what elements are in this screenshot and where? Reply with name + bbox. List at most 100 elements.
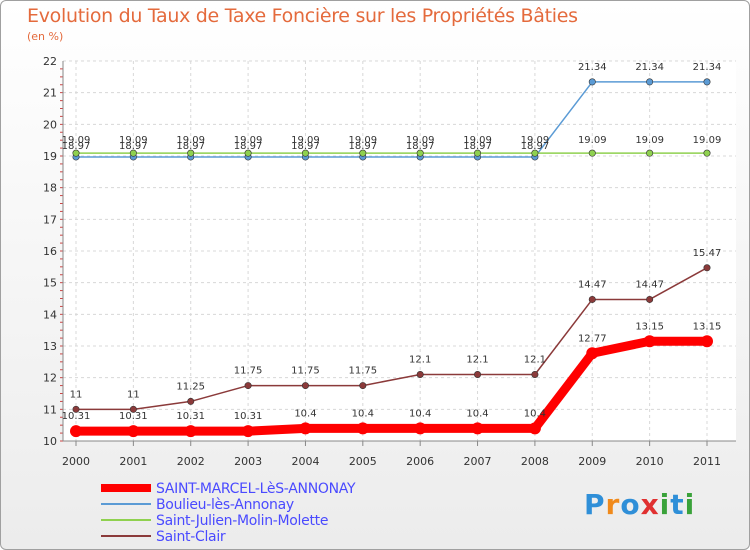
data-label: 19.09	[119, 135, 148, 146]
y-tick-label: 19	[43, 150, 57, 163]
data-point	[299, 422, 312, 435]
data-label: 10.31	[119, 411, 148, 422]
data-label: 12.1	[466, 355, 488, 366]
data-label: 18.97	[406, 141, 435, 152]
data-point	[301, 382, 309, 390]
logo-letter: x	[640, 488, 660, 521]
data-point	[127, 425, 140, 438]
data-point	[586, 347, 599, 360]
data-point	[531, 149, 539, 157]
chart-title: Evolution du Taux de Taxe Foncière sur l…	[27, 5, 578, 27]
x-tick-label: 2006	[406, 455, 434, 468]
data-point	[588, 149, 596, 157]
y-tick-label: 10	[43, 435, 57, 448]
data-label: 10.31	[176, 411, 205, 422]
data-label: 18.97	[463, 141, 492, 152]
legend-label-0: SAINT-MARCEL-LèS-ANNONAY	[156, 481, 356, 497]
data-label: 18.97	[234, 141, 263, 152]
data-label: 18.97	[521, 141, 550, 152]
y-tick-label: 15	[43, 277, 57, 290]
data-label: 19.09	[578, 135, 607, 146]
data-label: 12.77	[578, 333, 607, 344]
data-point	[646, 295, 654, 303]
y-tick-label: 14	[43, 308, 57, 321]
y-tick-label: 21	[43, 87, 57, 100]
data-point	[646, 149, 654, 157]
data-label: 11.75	[234, 366, 263, 377]
y-tick-label: 11	[43, 403, 57, 416]
logo-letter: o	[620, 488, 641, 521]
legend-label-1: Boulieu-lès-Annonay	[156, 497, 294, 513]
data-label: 10.4	[294, 408, 316, 419]
data-point	[244, 382, 252, 390]
data-label: 19.09	[635, 135, 664, 146]
data-point	[359, 149, 367, 157]
data-label: 19.09	[521, 135, 550, 146]
chart-subtitle: (en %)	[27, 30, 64, 43]
data-label: 10.4	[466, 408, 488, 419]
y-tick-label: 16	[43, 245, 57, 258]
data-point	[129, 149, 137, 157]
logo-letter: i	[684, 488, 696, 521]
data-label: 13.15	[635, 321, 664, 332]
data-label: 21.34	[693, 62, 722, 73]
data-point	[703, 149, 711, 157]
data-label: 11.75	[291, 366, 320, 377]
data-point	[414, 422, 427, 435]
data-label: 18.97	[62, 141, 91, 152]
data-label: 19.09	[234, 135, 263, 146]
data-point	[70, 425, 82, 438]
x-tick-label: 2004	[291, 455, 319, 468]
data-label: 21.34	[635, 62, 664, 73]
data-label: 18.97	[291, 141, 320, 152]
data-label: 18.97	[176, 141, 205, 152]
data-point	[531, 370, 539, 378]
y-tick-label: 17	[43, 213, 57, 226]
series-line-1	[76, 81, 707, 158]
data-label: 11	[127, 389, 140, 400]
x-tick-label: 2001	[119, 455, 147, 468]
y-tick-label: 18	[43, 182, 57, 195]
logo-letter: P	[584, 488, 606, 521]
y-tick-label: 12	[43, 372, 57, 385]
data-label: 10.4	[352, 408, 374, 419]
data-label: 21.34	[578, 62, 607, 73]
data-label: 11.75	[348, 366, 377, 377]
x-tick-label: 2009	[578, 455, 606, 468]
x-tick-label: 2003	[234, 455, 262, 468]
data-point	[129, 405, 137, 413]
data-point	[301, 149, 309, 157]
data-label: 19.09	[291, 135, 320, 146]
x-tick-label: 2007	[464, 455, 492, 468]
logo-letter: t	[670, 488, 685, 521]
logo-letter: i	[659, 488, 671, 521]
axes-layer: 10 11 12 13 14 15 16 17 18 19 20 21 22 2000 2001 2002 20…	[43, 55, 736, 468]
x-tick-label: 2011	[693, 455, 721, 468]
series-line-3	[76, 267, 708, 411]
data-point	[643, 335, 656, 348]
data-point	[416, 149, 424, 157]
data-point	[242, 425, 255, 438]
data-label: 10.31	[234, 411, 263, 422]
data-point	[356, 422, 369, 435]
data-point	[359, 382, 367, 390]
data-point	[471, 422, 484, 435]
data-label: 12.1	[409, 355, 431, 366]
proxiti-logo: Proxiti	[584, 488, 695, 521]
data-point	[703, 264, 711, 272]
legend-label-2: Saint-Julien-Molin-Molette	[156, 513, 328, 529]
data-label: 10.31	[62, 411, 91, 422]
series-line-0	[76, 336, 707, 436]
data-point	[588, 295, 596, 303]
data-label: 19.09	[406, 135, 435, 146]
data-point	[528, 422, 541, 435]
data-point	[588, 78, 596, 86]
data-point	[474, 370, 482, 378]
data-point	[72, 149, 80, 157]
data-label: 12.1	[524, 355, 546, 366]
y-tick-label: 13	[43, 340, 57, 353]
data-point	[187, 397, 195, 405]
x-tick-label: 2008	[521, 455, 549, 468]
